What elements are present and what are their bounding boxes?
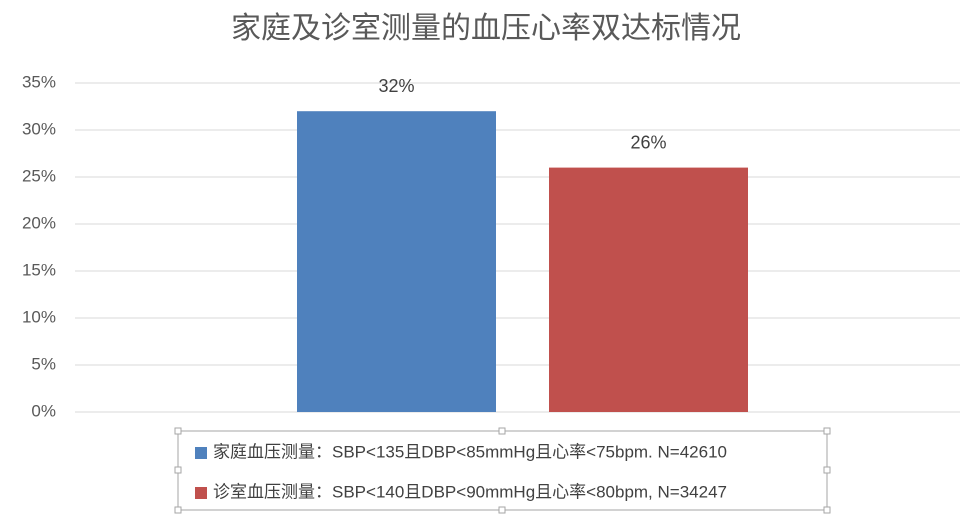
legend-swatch: [195, 447, 207, 459]
y-tick-label: 10%: [22, 307, 56, 326]
legend-frame: [174, 427, 831, 514]
legend-label: 家庭血压测量：SBP<135且DBP<85mmHg且心率<75bpm. N=42…: [213, 442, 727, 461]
legend-label: 诊室血压测量：SBP<140且DBP<90mmHg且心率<80bpm, N=34…: [213, 482, 727, 501]
y-tick-label: 15%: [22, 260, 56, 279]
value-label: 26%: [630, 132, 666, 152]
y-tick-label: 25%: [22, 166, 56, 185]
y-tick-label: 5%: [31, 354, 56, 373]
legend-swatch: [195, 487, 207, 499]
y-tick-label: 0%: [31, 401, 56, 420]
bar: [549, 167, 748, 412]
chart-title: 家庭及诊室测量的血压心率双达标情况: [231, 12, 741, 45]
bar: [297, 111, 496, 412]
value-label: 32%: [378, 76, 414, 96]
y-tick-label: 35%: [22, 72, 56, 91]
y-tick-label: 20%: [22, 213, 56, 232]
y-tick-label: 30%: [22, 119, 56, 138]
